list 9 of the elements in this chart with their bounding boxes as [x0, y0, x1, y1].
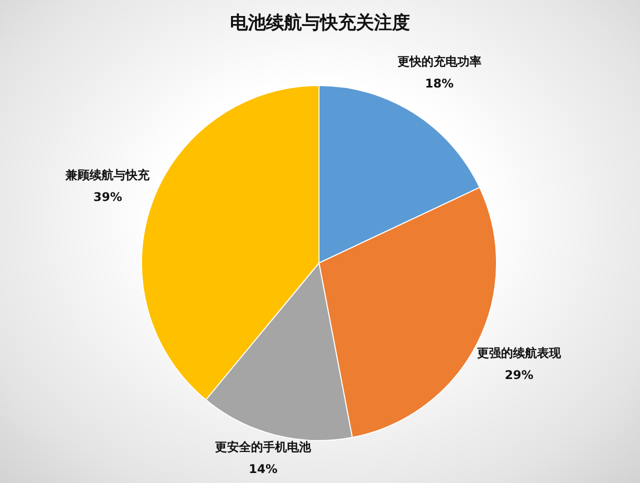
- slice-label: 更快的充电功率: [397, 54, 482, 69]
- chart-title: 电池续航与快充关注度: [230, 12, 410, 34]
- slice-label: 更强的续航表现: [477, 346, 562, 360]
- data-label: 14%: [248, 462, 278, 476]
- slice-label: 兼顾续航与快充: [64, 168, 151, 182]
- data-label: 18%: [424, 76, 454, 91]
- slice-label: 更安全的手机电池: [215, 440, 312, 454]
- data-label: 29%: [504, 368, 534, 382]
- data-label: 39%: [93, 190, 122, 204]
